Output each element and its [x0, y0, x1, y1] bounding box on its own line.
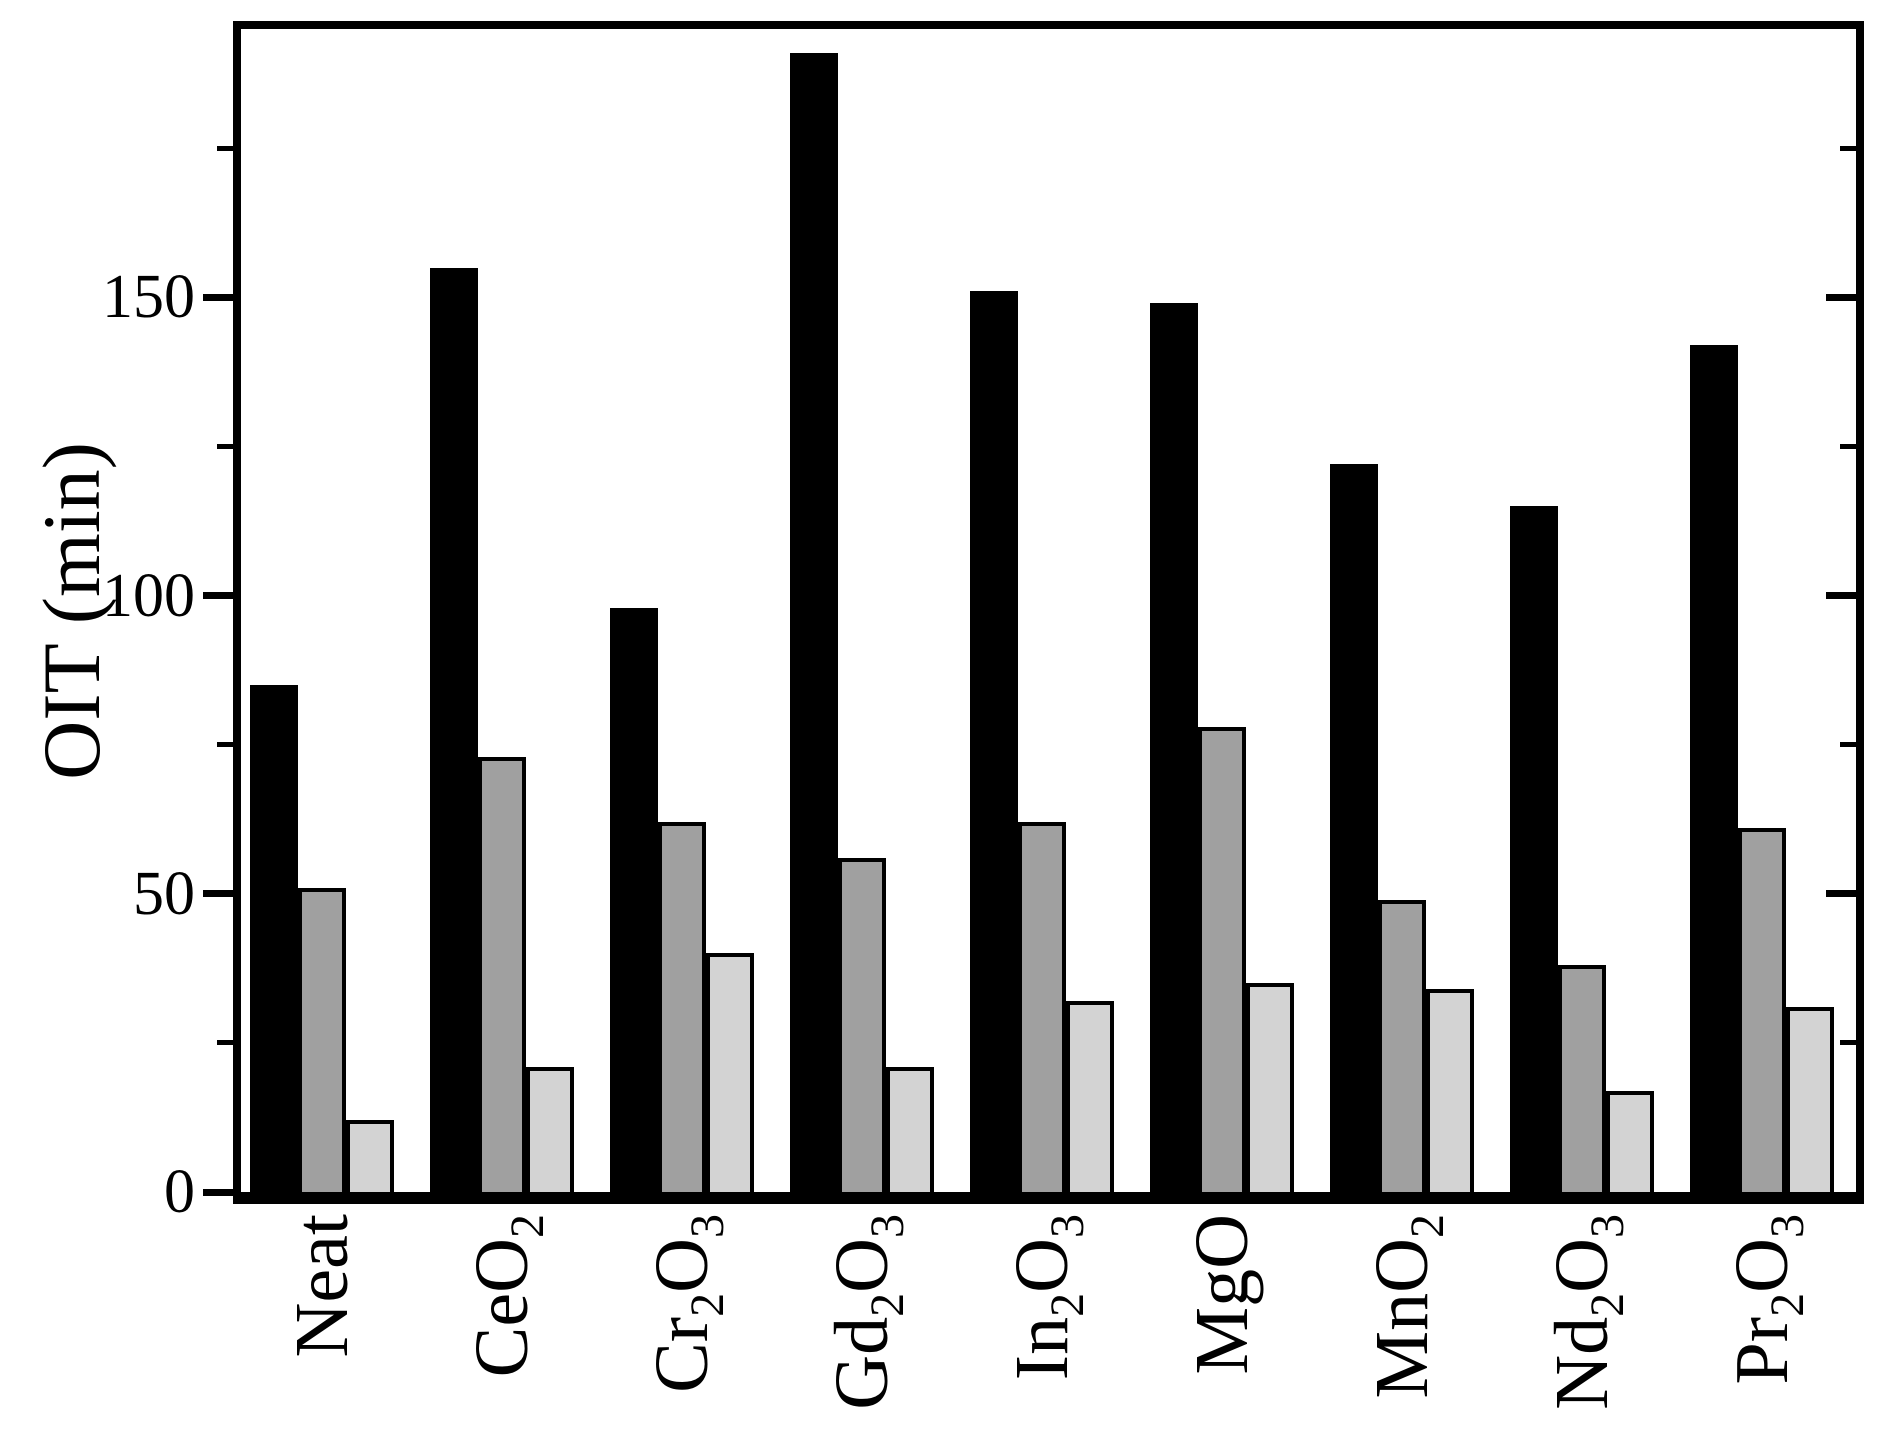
bar-light-gray: [1066, 1001, 1114, 1192]
y-axis-tick: [1840, 443, 1856, 449]
y-axis-tick: [203, 592, 233, 600]
bar-light-gray: [886, 1067, 934, 1192]
bar-group: [430, 268, 574, 1192]
bar-dark-gray: [1558, 965, 1606, 1192]
y-axis-tick: [203, 890, 233, 898]
bar-black: [1690, 345, 1738, 1192]
y-axis-tick: [1840, 742, 1856, 748]
y-axis-tick: [1826, 592, 1856, 600]
y-axis-tick: [217, 443, 233, 449]
bar-dark-gray: [1738, 828, 1786, 1192]
x-axis-label: In2O3: [1000, 1214, 1095, 1381]
bar-group: [1690, 345, 1834, 1192]
bar-black: [610, 608, 658, 1192]
bar-dark-gray: [1018, 822, 1066, 1192]
bar-light-gray: [706, 953, 754, 1192]
bar-black: [250, 685, 298, 1192]
y-axis-tick: [203, 293, 233, 301]
bar-dark-gray: [838, 858, 886, 1192]
x-axis-label: Nd2O3: [1540, 1214, 1635, 1410]
bar-group: [790, 53, 934, 1192]
y-axis-tick: [1826, 890, 1856, 898]
y-axis-tick-label: 150: [102, 263, 195, 332]
bar-group: [970, 291, 1114, 1192]
bar-black: [1510, 506, 1558, 1192]
y-axis-tick: [1840, 1040, 1856, 1046]
y-axis-tick: [1840, 145, 1856, 151]
y-axis-tick-label: 100: [102, 561, 195, 630]
y-axis-tick: [203, 1188, 233, 1196]
bar-light-gray: [1426, 989, 1474, 1192]
y-axis-tick: [217, 145, 233, 151]
bar-dark-gray: [658, 822, 706, 1192]
y-axis-tick: [217, 1040, 233, 1046]
bar-light-gray: [1606, 1091, 1654, 1192]
bar-dark-gray: [1378, 900, 1426, 1192]
bar-black: [1150, 303, 1198, 1192]
bar-group: [1330, 464, 1474, 1192]
bar-dark-gray: [1198, 727, 1246, 1192]
plot-frame: [233, 21, 1864, 1204]
bar-dark-gray: [298, 888, 346, 1192]
x-axis-label: MgO: [1180, 1214, 1264, 1375]
bar-light-gray: [526, 1067, 574, 1192]
bar-black: [1330, 464, 1378, 1192]
bar-black: [970, 291, 1018, 1192]
y-axis-tick-label: 50: [133, 859, 195, 928]
y-axis-tick: [217, 742, 233, 748]
y-axis-tick: [1826, 293, 1856, 301]
bar-group: [610, 608, 754, 1192]
x-axis-label: Cr2O3: [640, 1214, 735, 1393]
bar-black: [430, 268, 478, 1192]
bar-light-gray: [1786, 1007, 1834, 1192]
x-axis-label: Gd2O3: [820, 1214, 915, 1410]
bar-light-gray: [346, 1120, 394, 1192]
bar-group: [1510, 506, 1654, 1192]
bar-group: [250, 685, 394, 1192]
x-axis-label: Neat: [280, 1214, 364, 1358]
bar-dark-gray: [478, 757, 526, 1192]
bar-light-gray: [1246, 983, 1294, 1192]
bar-black: [790, 53, 838, 1192]
bar-group: [1150, 303, 1294, 1192]
y-axis-tick-label: 0: [164, 1158, 195, 1226]
x-axis-label: Pr2O3: [1720, 1214, 1815, 1385]
x-axis-label: MnO2: [1360, 1214, 1455, 1399]
x-axis-label: CeO2: [460, 1214, 555, 1378]
